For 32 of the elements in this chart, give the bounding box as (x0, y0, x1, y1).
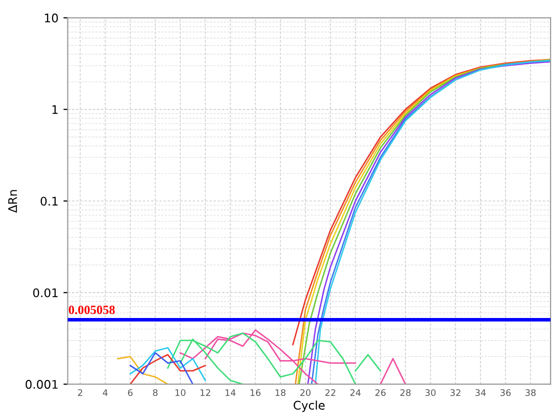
y-axis-title: ΔRn (8, 190, 17, 213)
y-tick-label: 1 (52, 105, 58, 114)
x-tick-label: 14 (226, 389, 236, 396)
x-tick-label: 22 (325, 389, 336, 396)
y-tick-label: 10 (44, 14, 58, 22)
x-tick-label: 4 (102, 389, 108, 396)
ref-line-label: 0.005058 (68, 306, 115, 314)
line-series (167, 332, 356, 384)
x-tick-label: 2 (78, 389, 82, 396)
x-tick-label: 8 (153, 389, 158, 396)
x-tick-label: 36 (500, 389, 511, 396)
x-tick-label: 12 (200, 389, 210, 396)
x-tick-label: 24 (350, 389, 361, 396)
y-tick-label: 0.1 (40, 196, 58, 206)
x-tick-label: 30 (425, 389, 436, 396)
line-series (117, 356, 168, 384)
x-tick-label: 18 (276, 389, 286, 396)
x-tick-label: 34 (475, 389, 486, 396)
x-tick-label: 32 (450, 389, 460, 396)
x-tick-label: 20 (300, 389, 311, 396)
y-tick-label: 0.001 (26, 380, 58, 389)
y-tick-label: 0.01 (33, 288, 58, 298)
x-tick-label: 28 (400, 389, 411, 396)
x-tick-label: 16 (250, 389, 261, 396)
x-tick-label: 6 (128, 389, 133, 396)
x-tick-label: 26 (375, 389, 386, 396)
x-tick-label: 10 (176, 389, 186, 396)
x-tick-label: 38 (525, 389, 536, 396)
line-series (130, 352, 194, 384)
line-series (130, 347, 206, 382)
line-series (130, 354, 206, 384)
x-axis-title: Cycle (294, 400, 325, 412)
